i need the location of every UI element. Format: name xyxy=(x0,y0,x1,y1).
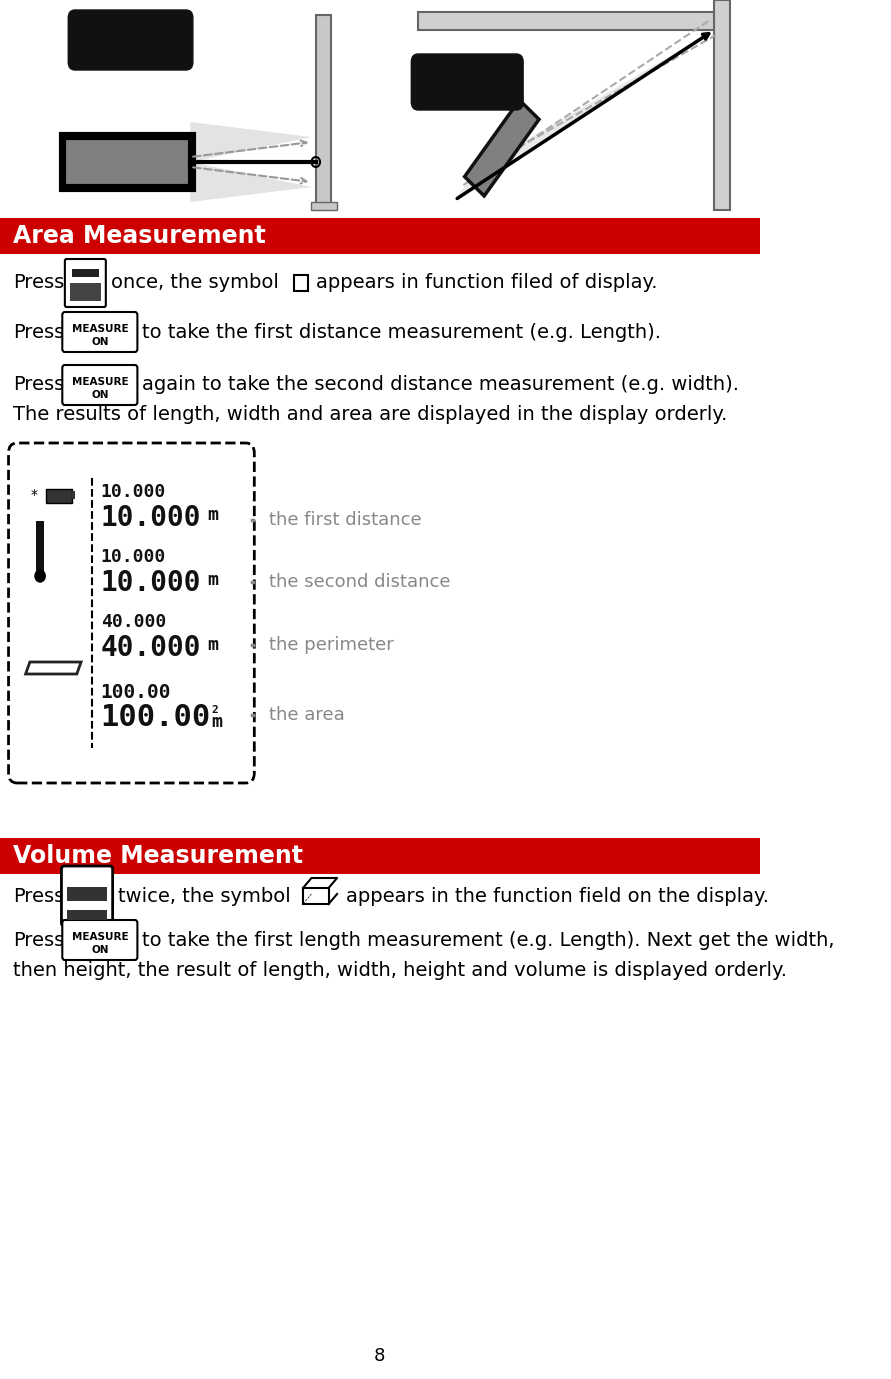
Text: m: m xyxy=(212,713,223,731)
Polygon shape xyxy=(455,30,715,200)
Bar xyxy=(64,138,191,186)
Bar xyxy=(71,269,99,277)
Bar xyxy=(294,274,308,291)
Text: m: m xyxy=(208,636,218,654)
Bar xyxy=(0,838,760,874)
Text: Volume Measurement: Volume Measurement xyxy=(12,844,303,867)
Bar xyxy=(46,490,71,503)
Text: the second distance: the second distance xyxy=(269,574,450,592)
Polygon shape xyxy=(191,121,312,161)
Text: to take the first length measurement (e.g. Length). Next get the width,: to take the first length measurement (e.… xyxy=(142,931,834,950)
Polygon shape xyxy=(191,161,312,201)
Text: Press: Press xyxy=(12,887,64,906)
Text: ON: ON xyxy=(91,390,109,400)
Text: the first distance: the first distance xyxy=(269,512,421,530)
Text: m: m xyxy=(208,506,218,524)
Text: to take the first distance measurement (e.g. Length).: to take the first distance measurement (… xyxy=(142,323,660,342)
Text: the perimeter: the perimeter xyxy=(269,636,394,654)
Circle shape xyxy=(35,570,45,582)
Text: Press: Press xyxy=(12,273,64,292)
FancyBboxPatch shape xyxy=(62,312,137,352)
Text: 10.000: 10.000 xyxy=(101,547,166,565)
Bar xyxy=(61,134,193,190)
FancyBboxPatch shape xyxy=(62,365,137,405)
Text: appears in the function field on the display.: appears in the function field on the dis… xyxy=(346,887,769,906)
Text: twice, the symbol: twice, the symbol xyxy=(118,887,290,906)
Text: m: m xyxy=(208,571,218,589)
Bar xyxy=(418,12,715,30)
Text: appears in function filed of display.: appears in function filed of display. xyxy=(315,273,658,292)
Text: again to take the second distance measurement (e.g. width).: again to take the second distance measur… xyxy=(142,375,739,394)
Text: Press: Press xyxy=(12,375,64,394)
FancyBboxPatch shape xyxy=(62,920,137,960)
Text: 10.000: 10.000 xyxy=(101,503,201,532)
Text: Press: Press xyxy=(12,323,64,342)
FancyBboxPatch shape xyxy=(412,54,523,110)
Text: The results of length, width and area are displayed in the display orderly.: The results of length, width and area ar… xyxy=(12,405,727,425)
Bar xyxy=(0,218,760,254)
Text: 100.00: 100.00 xyxy=(101,703,211,732)
Text: min.: min. xyxy=(100,29,161,52)
Text: 100.00: 100.00 xyxy=(101,683,171,702)
Bar xyxy=(312,201,337,210)
Text: 10.000: 10.000 xyxy=(101,570,201,597)
Bar xyxy=(715,0,730,210)
Bar xyxy=(70,283,101,301)
Text: ON: ON xyxy=(91,945,109,956)
Bar xyxy=(68,910,107,920)
Text: then height, the result of length, width, height and volume is displayed orderly: then height, the result of length, width… xyxy=(12,961,787,979)
FancyBboxPatch shape xyxy=(65,259,106,308)
Bar xyxy=(36,521,45,576)
Text: Area Measurement: Area Measurement xyxy=(12,223,266,248)
Text: once, the symbol: once, the symbol xyxy=(111,273,279,292)
Bar xyxy=(68,887,107,900)
Text: 40.000: 40.000 xyxy=(101,614,166,632)
Text: 10.000: 10.000 xyxy=(101,483,166,501)
Bar xyxy=(71,491,75,499)
Text: MEASURE: MEASURE xyxy=(71,324,128,334)
Text: 8: 8 xyxy=(374,1347,386,1365)
Polygon shape xyxy=(464,101,539,196)
Text: 2: 2 xyxy=(212,705,218,714)
Text: MEASURE: MEASURE xyxy=(71,376,128,387)
Text: 40.000: 40.000 xyxy=(101,634,201,662)
FancyBboxPatch shape xyxy=(69,10,192,70)
Bar xyxy=(315,15,331,210)
Text: max.: max. xyxy=(437,73,497,92)
Text: ON: ON xyxy=(91,336,109,348)
Text: MEASURE: MEASURE xyxy=(71,932,128,942)
Text: Press: Press xyxy=(12,931,64,950)
FancyBboxPatch shape xyxy=(9,443,254,783)
Text: the area: the area xyxy=(269,706,345,724)
FancyBboxPatch shape xyxy=(61,866,112,927)
Text: *: * xyxy=(30,488,37,502)
